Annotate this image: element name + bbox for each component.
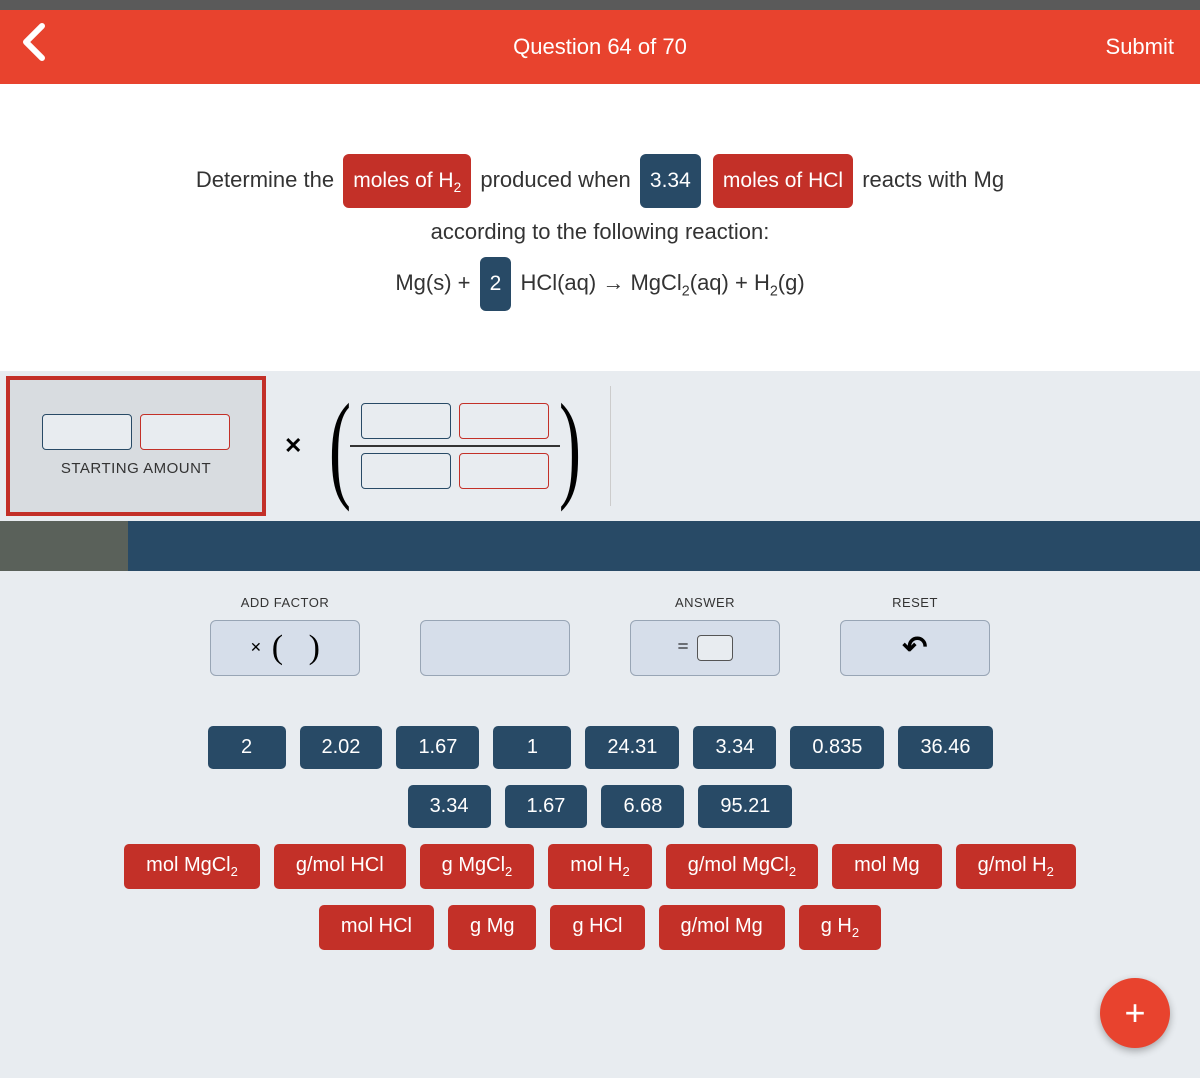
add-fab-button[interactable]: +	[1100, 978, 1170, 1048]
equation-text: Mg(s) +	[395, 270, 470, 295]
answer-slot	[697, 635, 733, 661]
number-tile[interactable]: 1.67	[396, 726, 479, 769]
number-tile[interactable]: 36.46	[898, 726, 992, 769]
fraction-bar	[350, 445, 560, 447]
prompt-text: according to the following reaction:	[40, 208, 1160, 256]
equation-text: HCl(aq) → MgCl2(aq) + H2(g)	[520, 270, 804, 295]
number-tile[interactable]: 24.31	[585, 726, 679, 769]
unit-tile[interactable]: g/mol MgCl2	[666, 844, 818, 889]
unit-tile[interactable]: g HCl	[550, 905, 644, 950]
unit-tile[interactable]: g/mol Mg	[659, 905, 785, 950]
reset-label: RESET	[892, 595, 938, 610]
unit-tiles-row-2: mol HCl g Mg g HCl g/mol Mg g H2	[30, 905, 1170, 950]
unit-tile[interactable]: g/mol H2	[956, 844, 1076, 889]
work-area: STARTING AMOUNT ✕ ( )	[0, 371, 1200, 521]
number-tile[interactable]: 6.68	[601, 785, 684, 828]
answer-button[interactable]: =	[630, 620, 780, 676]
add-factor-button[interactable]: ✕( )	[210, 620, 360, 676]
blank-button[interactable]	[420, 620, 570, 676]
progress-segment	[0, 521, 128, 571]
unit-tile[interactable]: g Mg	[448, 905, 536, 950]
spacer-label	[493, 595, 497, 610]
number-tile[interactable]: 95.21	[698, 785, 792, 828]
numerator-unit-slot[interactable]	[459, 403, 549, 439]
starting-unit-slot[interactable]	[140, 414, 230, 450]
back-button[interactable]	[20, 22, 48, 72]
equals-sign: =	[677, 636, 688, 659]
header-bar: Question 64 of 70 Submit	[0, 10, 1200, 84]
unit-tile[interactable]: mol MgCl2	[124, 844, 260, 889]
given-unit-chip[interactable]: moles of HCl	[713, 154, 853, 208]
denominator-value-slot[interactable]	[361, 453, 451, 489]
prompt-text: reacts with Mg	[862, 167, 1004, 192]
divider	[610, 386, 611, 506]
unit-tile[interactable]: mol HCl	[319, 905, 434, 950]
undo-icon: ↶	[902, 630, 927, 665]
starting-value-slot[interactable]	[42, 414, 132, 450]
chevron-left-icon	[20, 22, 48, 62]
denominator-unit-slot[interactable]	[459, 453, 549, 489]
unit-tiles-row-1: mol MgCl2 g/mol HCl g MgCl2 mol H2 g/mol MgC…	[30, 844, 1170, 889]
controls-panel: ADD FACTOR ✕( ) ANSWER = RESET ↶	[0, 571, 1200, 986]
plus-icon: +	[1124, 992, 1145, 1034]
conversion-factor: ( )	[320, 386, 590, 506]
multiply-symbol: ✕	[284, 433, 302, 459]
progress-bar	[0, 521, 1200, 571]
unit-tile[interactable]: g/mol HCl	[274, 844, 406, 889]
window-top-bar	[0, 0, 1200, 10]
number-tiles-row-1: 2 2.02 1.67 1 24.31 3.34 0.835 36.46	[30, 726, 1170, 769]
paren-right: )	[559, 386, 581, 506]
starting-amount-box[interactable]: STARTING AMOUNT	[6, 376, 266, 516]
number-tile[interactable]: 0.835	[790, 726, 884, 769]
unit-tile[interactable]: g H2	[799, 905, 881, 950]
paren-left: (	[329, 386, 351, 506]
submit-button[interactable]: Submit	[1106, 34, 1174, 60]
starting-amount-label: STARTING AMOUNT	[61, 460, 211, 477]
numerator-value-slot[interactable]	[361, 403, 451, 439]
question-prompt: Determine the moles of H2 produced when …	[0, 84, 1200, 371]
coefficient-chip[interactable]: 2	[480, 257, 512, 311]
number-tile[interactable]: 1	[493, 726, 571, 769]
unit-tile[interactable]: g MgCl2	[420, 844, 535, 889]
number-tile[interactable]: 2.02	[300, 726, 383, 769]
number-tile[interactable]: 3.34	[408, 785, 491, 828]
number-tile[interactable]: 3.34	[693, 726, 776, 769]
question-counter: Question 64 of 70	[513, 34, 687, 60]
unit-tile[interactable]: mol H2	[548, 844, 651, 889]
add-factor-label: ADD FACTOR	[241, 595, 330, 610]
given-amount-chip[interactable]: 3.34	[640, 154, 701, 208]
number-tiles-row-2: 3.34 1.67 6.68 95.21	[30, 785, 1170, 828]
number-tile[interactable]: 2	[208, 726, 286, 769]
answer-label: ANSWER	[675, 595, 735, 610]
unit-tile[interactable]: mol Mg	[832, 844, 942, 889]
reset-button[interactable]: ↶	[840, 620, 990, 676]
prompt-text: Determine the	[196, 167, 334, 192]
target-chip[interactable]: moles of H2	[343, 154, 471, 208]
number-tile[interactable]: 1.67	[505, 785, 588, 828]
prompt-text: produced when	[480, 167, 630, 192]
